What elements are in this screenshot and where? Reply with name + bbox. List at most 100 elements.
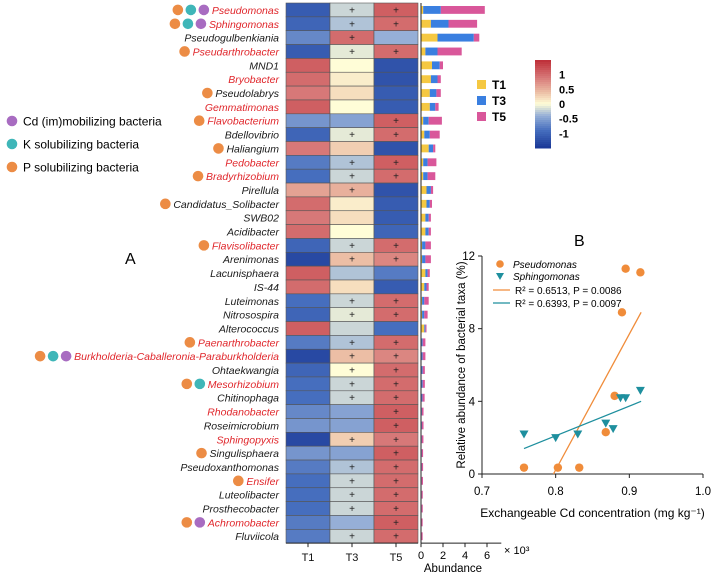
bar-segment-t3: [423, 116, 429, 125]
scatter-y-tick-label: 4: [469, 396, 476, 408]
bar-segment-t5: [422, 393, 425, 402]
heatmap-cell: [285, 487, 331, 502]
data-point-pseudomonas: [519, 463, 529, 472]
bar-tick-label: 2: [440, 550, 446, 562]
heatmap-cell: [329, 141, 375, 156]
heatmap-cell: [329, 85, 375, 101]
cd-mobilizing-dot: [195, 18, 207, 30]
data-point-pseudomonas: [553, 463, 563, 472]
heatmap-row: Alterococcus: [218, 321, 419, 336]
bar-tick-label: 6: [484, 550, 490, 562]
significance-mark: +: [349, 310, 355, 321]
taxon-label: Chitinophaga: [217, 393, 279, 405]
colorbar-swatch: [535, 108, 551, 111]
significance-mark: +: [393, 421, 399, 432]
bar-segment-t3: [422, 241, 426, 250]
heatmap-cell: [285, 155, 331, 170]
colorbar-swatch: [535, 96, 551, 99]
taxon-label: Bradyrhizobium: [206, 171, 279, 183]
colorbar-tick-label: -0.5: [559, 114, 578, 126]
heatmap-cell: [329, 113, 375, 128]
bar-segment-t3: [425, 269, 428, 277]
heatmap-cell: [285, 127, 331, 142]
bar-segment-t1: [421, 75, 431, 84]
significance-mark: +: [393, 366, 399, 377]
heatmap-cell: [285, 196, 331, 212]
heatmap-cell: [329, 321, 375, 336]
colorbar-swatch: [535, 136, 551, 139]
bar-segment-t1: [421, 130, 425, 139]
bar-segment-t5: [421, 490, 423, 499]
scatter-y-tick-label: 8: [469, 324, 475, 336]
data-point-pseudomonas: [601, 428, 610, 437]
colorbar-swatch: [535, 116, 551, 119]
heatmap-cell: [329, 265, 375, 281]
bar-segment-t3: [425, 47, 438, 56]
legend-series-name: Sphingomonas: [513, 272, 580, 283]
heatmap-cell: [285, 528, 331, 544]
significance-mark: +: [349, 379, 355, 390]
colorbar-swatch: [535, 120, 551, 123]
colorbar-swatch: [535, 98, 551, 101]
bar-segment-t5: [439, 61, 443, 70]
bar-segment-t5: [422, 366, 425, 374]
heatmap-cell: [285, 16, 331, 32]
p-solubilizing-dot: [213, 143, 224, 154]
significance-mark: +: [349, 130, 355, 141]
heatmap-row: + + Pedobacter: [225, 155, 419, 170]
k-solubilizing-dot: [182, 18, 194, 30]
data-point-sphingomonas: [621, 394, 631, 403]
legend-dot-label: K solubilizing bacteria: [23, 138, 139, 152]
bar-segment-t5: [430, 186, 434, 194]
heatmap-cell: [285, 71, 331, 87]
heatmap-row: + Roseimicrobium: [204, 418, 419, 433]
bar-segment-t5: [424, 310, 428, 319]
heatmap-cell: [329, 58, 375, 73]
heatmap-row: + + Fluviicola: [235, 528, 419, 544]
heatmap-cell: [285, 99, 331, 115]
bar-segment-t1: [421, 269, 426, 277]
significance-mark: +: [349, 47, 355, 58]
heatmap-rows: + + Pseudomonas + + Sphingomonas + Pseudogulben…: [34, 2, 419, 544]
bar-segment-t1: [421, 213, 426, 222]
colorbar-swatch: [535, 76, 551, 79]
bar-segment-t1: [421, 310, 423, 319]
legend-swatch-t1: [477, 80, 486, 89]
significance-mark: +: [349, 366, 355, 377]
significance-mark: +: [393, 172, 399, 183]
bar-segment-t3: [421, 338, 423, 347]
scatter-y-axis-title: Relative abundance of bacterial taxa (%): [456, 261, 468, 468]
cd-mobilizing-dot: [198, 4, 210, 16]
legend-swatch-t5: [477, 112, 486, 121]
significance-mark: +: [393, 338, 399, 349]
significance-mark: +: [393, 504, 399, 515]
heatmap-cell: [285, 85, 331, 101]
data-point-pseudomonas: [621, 264, 630, 273]
bar-segment-t3: [421, 393, 423, 402]
scatter-plot: 0.7 0.8 0.9 1.0 0 4 8 12 Exchangeable Cd concent…: [456, 251, 711, 520]
significance-mark: +: [393, 407, 399, 418]
colorbar-swatch: [535, 132, 551, 135]
colorbar-swatch: [535, 104, 551, 107]
taxon-label: Pedobacter: [225, 157, 279, 169]
legend-fit-stats: R² = 0.6513, P = 0.0086: [515, 286, 622, 297]
bar-segment-t5: [421, 421, 424, 430]
legend-marker-sphingomonas: [496, 273, 504, 280]
legend-marker-pseudomonas: [496, 260, 504, 268]
colorbar-swatch: [535, 60, 551, 63]
bar-segment-t3: [421, 379, 423, 388]
taxon-label: Flavobacterium: [207, 116, 279, 128]
significance-mark: +: [393, 116, 399, 127]
heatmap-cell: [373, 196, 419, 212]
heatmap-cell: [373, 58, 419, 73]
p-solubilizing-dot: [184, 337, 196, 348]
bar-segment-t5: [436, 89, 441, 97]
heatmap-cell: [329, 418, 375, 433]
significance-mark: +: [349, 296, 355, 307]
heatmap-row: + + Pseudarthrobacter: [179, 44, 419, 59]
legend-dot-label: Cd (im)mobilizing bacteria: [23, 115, 162, 129]
colorbar-swatch: [535, 138, 551, 141]
heatmap-row: + + Paenarthrobacter: [184, 335, 419, 350]
bar-segment-t1: [421, 6, 424, 14]
